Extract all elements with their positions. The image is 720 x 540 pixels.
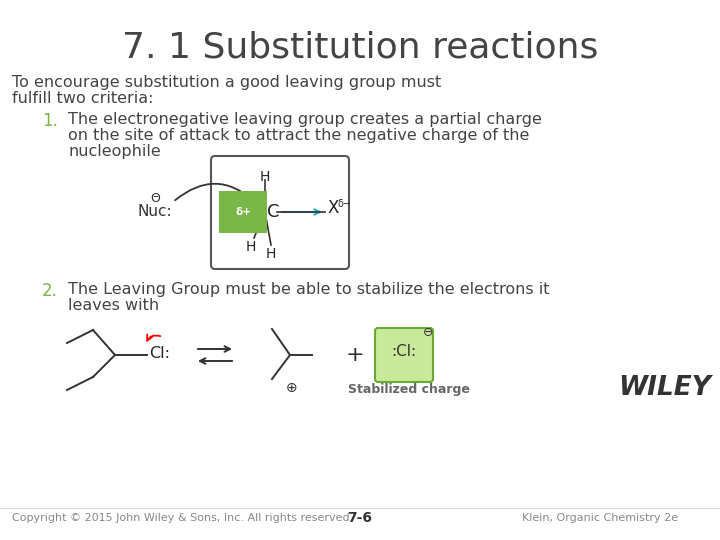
Text: δ−: δ− xyxy=(338,199,352,209)
Text: To encourage substitution a good leaving group must: To encourage substitution a good leaving… xyxy=(12,75,441,90)
Text: 1.: 1. xyxy=(42,112,58,130)
Text: WILEY: WILEY xyxy=(618,375,711,401)
Text: ⊖: ⊖ xyxy=(423,327,433,340)
Text: +: + xyxy=(346,345,364,365)
Text: Copyright © 2015 John Wiley & Sons, Inc. All rights reserved.: Copyright © 2015 John Wiley & Sons, Inc.… xyxy=(12,513,354,523)
Text: 2.: 2. xyxy=(42,282,58,300)
Text: 7. 1 Substitution reactions: 7. 1 Substitution reactions xyxy=(122,30,598,64)
Text: Θ: Θ xyxy=(150,192,160,205)
Text: on the site of attack to attract the negative charge of the: on the site of attack to attract the neg… xyxy=(68,128,529,143)
Text: 7-6: 7-6 xyxy=(348,511,372,525)
Text: Klein, Organic Chemistry 2e: Klein, Organic Chemistry 2e xyxy=(522,513,678,523)
Text: δ+: δ+ xyxy=(235,207,251,217)
Text: Nuc:: Nuc: xyxy=(138,205,172,219)
Text: C: C xyxy=(267,203,279,221)
Text: :Cl:: :Cl: xyxy=(392,343,417,359)
Text: nucleophile: nucleophile xyxy=(68,144,161,159)
Text: H: H xyxy=(246,240,256,254)
Text: fulfill two criteria:: fulfill two criteria: xyxy=(12,91,153,106)
Text: The electronegative leaving group creates a partial charge: The electronegative leaving group create… xyxy=(68,112,542,127)
Text: Stabilized charge: Stabilized charge xyxy=(348,383,470,396)
Text: H: H xyxy=(260,170,270,184)
FancyBboxPatch shape xyxy=(211,156,349,269)
Text: H: H xyxy=(266,247,276,261)
FancyBboxPatch shape xyxy=(375,328,433,382)
Text: X: X xyxy=(327,199,338,217)
Text: ⊕: ⊕ xyxy=(286,381,298,395)
Text: The Leaving Group must be able to stabilize the electrons it: The Leaving Group must be able to stabil… xyxy=(68,282,549,297)
Text: Cl:: Cl: xyxy=(149,346,170,361)
Text: leaves with: leaves with xyxy=(68,298,159,313)
